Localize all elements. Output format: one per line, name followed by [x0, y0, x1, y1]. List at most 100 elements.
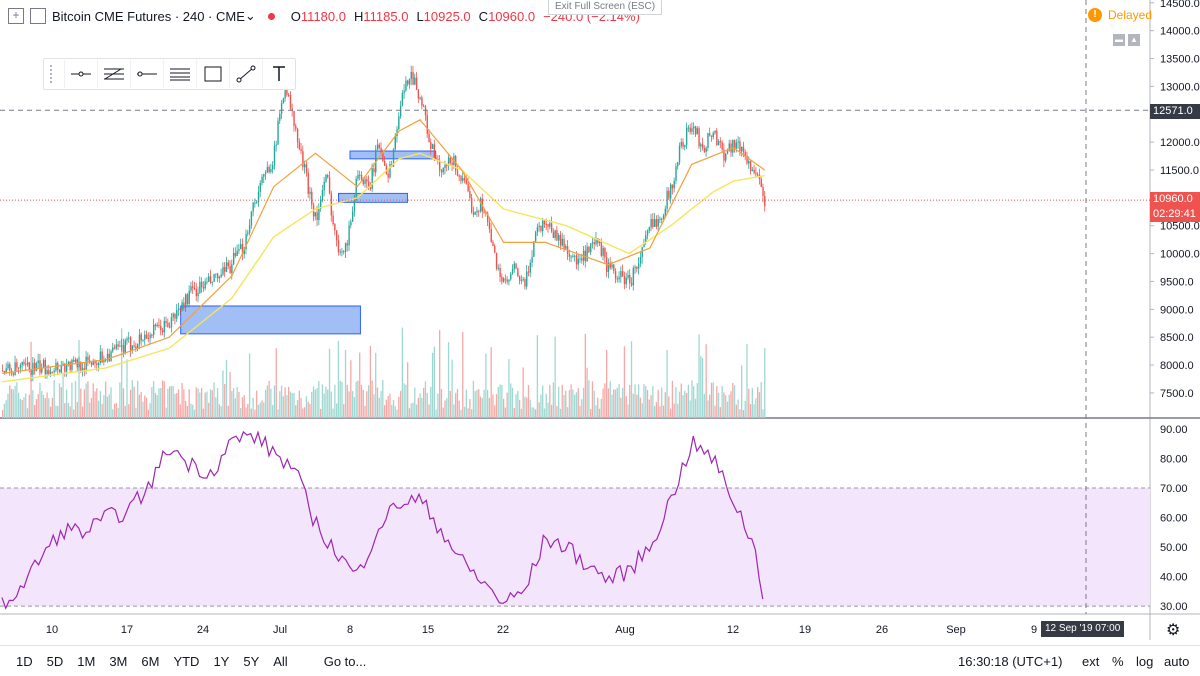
candle-body [648, 227, 651, 231]
horizontal-ray-icon[interactable] [64, 60, 97, 88]
candle-body [113, 347, 116, 349]
volume-bar [696, 383, 698, 418]
percent-toggle[interactable]: % [1112, 653, 1124, 669]
candle-body [502, 278, 505, 282]
chevron-down-icon[interactable]: ⌄ [244, 8, 256, 23]
range-ytd[interactable]: YTD [173, 653, 200, 669]
candle-body [69, 361, 71, 370]
candle-body [701, 144, 704, 148]
rsi-tick: 80.00 [1160, 453, 1188, 465]
log-toggle[interactable]: log [1136, 653, 1154, 669]
candle-body [687, 127, 690, 129]
range-all[interactable]: All [273, 653, 288, 669]
candle-body [30, 369, 32, 375]
candle-body [200, 281, 203, 288]
range-5d[interactable]: 5D [46, 653, 64, 669]
gear-icon[interactable]: ⚙ [1166, 622, 1181, 639]
range-5y[interactable]: 5Y [243, 653, 260, 669]
candle-body [261, 176, 263, 184]
candle-body [289, 94, 292, 109]
range-1d[interactable]: 1D [16, 653, 33, 669]
volume-bar [590, 408, 592, 418]
candle-body [101, 351, 103, 363]
volume-bar [479, 396, 482, 418]
candle-body [558, 234, 560, 241]
candle-body [216, 273, 219, 279]
volume-bar [710, 382, 713, 418]
volume-bar [625, 396, 627, 418]
volume-bar [122, 388, 125, 418]
candle-body [673, 180, 675, 189]
candle-body [430, 142, 432, 149]
volume-bar [387, 396, 389, 418]
ext-toggle[interactable]: ext [1082, 653, 1100, 669]
drag-handle[interactable] [50, 65, 58, 83]
volume-bar [344, 349, 347, 418]
candle-body [710, 135, 713, 137]
candle-body [252, 202, 254, 212]
candle-body [23, 362, 25, 364]
candle-body [414, 77, 416, 85]
volume-bar [757, 387, 759, 418]
fib-retracement-icon[interactable] [97, 60, 130, 88]
auto-toggle[interactable]: auto [1164, 653, 1190, 669]
candle-body [522, 279, 524, 281]
horizontal-line-icon[interactable] [130, 60, 163, 88]
volume-bar [167, 388, 169, 418]
candle-body [298, 141, 301, 150]
candle-body [662, 215, 665, 219]
candle-body [476, 210, 478, 213]
arrow-up-down-icon[interactable]: ▲ [1128, 34, 1140, 46]
candle-body [513, 263, 516, 270]
candle-body [579, 258, 581, 260]
volume-bar [565, 390, 567, 418]
candle-body [103, 359, 105, 363]
volume-bar [325, 386, 327, 418]
symbol-title[interactable]: Bitcoin CME Futures · 240 · CME [52, 8, 245, 24]
collapse-icon[interactable]: ▬ [1113, 34, 1125, 46]
volume-bar [428, 404, 430, 418]
volume-bar [160, 388, 162, 418]
text-icon[interactable] [262, 60, 295, 88]
candle-body [616, 278, 619, 280]
goto-button[interactable]: Go to... [323, 653, 367, 669]
volume-bar [300, 398, 302, 418]
candle-body [272, 165, 274, 170]
volume-bar [417, 397, 420, 418]
candle-body [211, 281, 214, 283]
delayed-status[interactable]: ! Delayed [1088, 8, 1152, 22]
square-icon[interactable] [30, 8, 46, 24]
candle-body [236, 250, 238, 256]
volume-bar [314, 389, 316, 418]
volume-bar [476, 389, 478, 418]
volume-bar [10, 388, 13, 418]
rectangle-icon[interactable] [196, 60, 229, 88]
candle-body [719, 141, 722, 143]
range-6m[interactable]: 6M [141, 653, 160, 669]
volume-bar [165, 407, 167, 418]
volume-bar [408, 408, 411, 418]
range-3m[interactable]: 3M [109, 653, 128, 669]
trend-line-icon[interactable] [229, 60, 262, 88]
parallel-lines-icon[interactable] [163, 60, 196, 88]
candle-body [380, 147, 382, 151]
volume-bar [105, 381, 107, 418]
candle-body [375, 149, 377, 173]
candle-body [302, 151, 304, 168]
volume-bar [181, 383, 183, 418]
chart-canvas[interactable]: 7500.08000.08500.09000.09500.010000.0105… [0, 0, 1200, 640]
volume-bar [533, 407, 535, 418]
plus-square-icon[interactable]: + [8, 8, 24, 24]
range-1y[interactable]: 1Y [213, 653, 230, 669]
price-tick: 10000.0 [1160, 249, 1200, 261]
volume-bar [730, 391, 732, 418]
exit-fullscreen-button[interactable]: Exit Full Screen (ESC) [548, 0, 663, 15]
candle-body [760, 178, 762, 188]
candle-body [376, 144, 379, 150]
candle-body [598, 241, 601, 244]
price-tick: 7500.0 [1160, 388, 1194, 400]
volume-bar [662, 405, 665, 418]
candle-body [714, 130, 716, 133]
clock-display[interactable]: 16:30:18 (UTC+1) [958, 653, 1063, 669]
range-1m[interactable]: 1M [77, 653, 96, 669]
